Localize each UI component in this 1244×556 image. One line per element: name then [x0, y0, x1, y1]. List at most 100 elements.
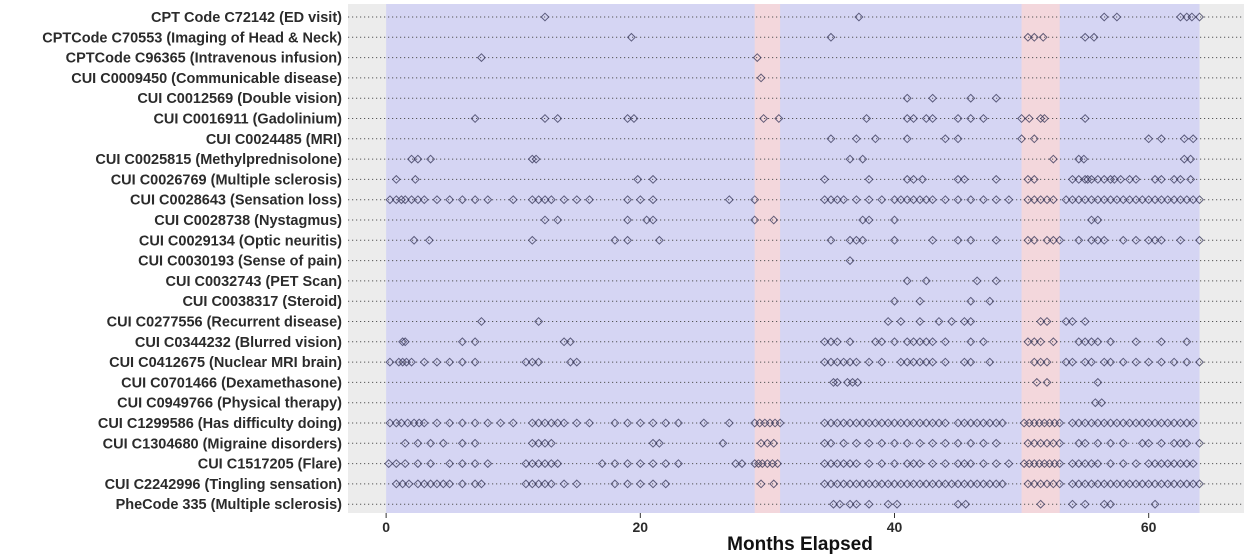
- data-point: [1080, 316, 1090, 327]
- data-point: [1188, 418, 1198, 428]
- data-point: [991, 235, 1001, 245]
- data-point: [845, 479, 855, 489]
- data-point: [1150, 459, 1160, 469]
- data-point: [470, 337, 480, 347]
- data-point: [1086, 337, 1096, 347]
- data-point: [832, 418, 842, 428]
- data-point: [966, 357, 976, 367]
- data-point: [1106, 499, 1116, 509]
- data-point: [756, 479, 766, 489]
- data-point: [534, 459, 544, 469]
- data-point: [1169, 357, 1179, 367]
- data-point: [1169, 418, 1179, 428]
- data-point: [1029, 438, 1039, 448]
- data-point: [1156, 357, 1166, 367]
- data-point: [445, 459, 455, 469]
- data-point: [521, 479, 531, 489]
- y-tick-label: CPTCode C70553 (Imaging of Head & Neck): [42, 30, 342, 46]
- data-point: [1099, 195, 1109, 205]
- data-point: [413, 154, 423, 164]
- data-point: [851, 499, 861, 509]
- data-point: [820, 174, 830, 184]
- x-axis-title: Months Elapsed: [727, 534, 873, 555]
- data-point: [1086, 418, 1096, 428]
- data-point: [1137, 479, 1147, 489]
- data-point: [1118, 357, 1128, 367]
- data-point: [527, 418, 537, 428]
- data-point: [610, 235, 620, 245]
- data-point: [909, 459, 919, 469]
- data-point: [409, 235, 419, 245]
- y-tick-label: CUI C1299586 (Has difficulty doing): [98, 416, 342, 432]
- data-point: [750, 459, 760, 469]
- x-tick-label: 20: [633, 519, 649, 535]
- data-point: [953, 195, 963, 205]
- data-point: [864, 438, 874, 448]
- data-point: [896, 195, 906, 205]
- data-point: [1156, 134, 1166, 144]
- data-point: [483, 195, 493, 205]
- data-point: [553, 418, 563, 428]
- data-point: [476, 316, 486, 327]
- data-point: [1106, 479, 1116, 489]
- data-point: [966, 93, 976, 103]
- data-point: [1029, 479, 1039, 489]
- data-point: [902, 276, 912, 286]
- data-point: [1042, 377, 1052, 387]
- data-point: [1131, 459, 1141, 469]
- data-point: [851, 195, 861, 205]
- data-point: [991, 276, 1001, 286]
- data-point: [419, 357, 429, 367]
- data-point: [404, 479, 414, 489]
- data-point: [699, 418, 709, 428]
- data-point: [858, 418, 868, 428]
- data-point: [1055, 438, 1065, 448]
- data-point: [826, 235, 836, 245]
- data-point: [1144, 357, 1154, 367]
- data-point: [1029, 134, 1039, 144]
- data-point: [870, 479, 880, 489]
- data-point: [724, 418, 734, 428]
- data-point: [1080, 459, 1090, 469]
- data-point: [826, 32, 836, 42]
- data-point: [1195, 12, 1205, 22]
- data-point: [1169, 438, 1179, 448]
- data-point: [991, 479, 1001, 489]
- data-point: [934, 316, 944, 327]
- data-point: [902, 113, 912, 124]
- data-points: [384, 12, 1205, 509]
- data-point: [1029, 337, 1039, 347]
- data-point: [1080, 418, 1090, 428]
- data-point: [966, 479, 976, 489]
- data-point: [457, 195, 467, 205]
- data-point: [909, 113, 919, 124]
- data-point: [928, 357, 938, 367]
- data-point: [1061, 195, 1071, 205]
- data-point: [877, 418, 887, 428]
- data-point: [1048, 337, 1058, 347]
- data-point: [407, 154, 417, 164]
- data-point: [1042, 316, 1052, 327]
- y-tick-label: CUI C0012569 (Double vision): [137, 91, 342, 107]
- data-point: [413, 459, 423, 469]
- data-point: [985, 479, 995, 489]
- data-point: [991, 93, 1001, 103]
- data-point: [534, 438, 544, 448]
- data-point: [1067, 174, 1077, 184]
- data-point: [1150, 499, 1160, 509]
- data-point: [1067, 459, 1077, 469]
- y-tick-label: PheCode 335 (Multiple sclerosis): [116, 497, 343, 513]
- data-point: [1032, 377, 1042, 387]
- data-point: [1093, 377, 1103, 387]
- data-point: [756, 438, 766, 448]
- data-point: [1195, 438, 1205, 448]
- data-point: [1169, 459, 1179, 469]
- data-point: [826, 418, 836, 428]
- data-point: [966, 113, 976, 124]
- data-point: [1150, 479, 1160, 489]
- data-point: [1156, 337, 1166, 347]
- y-tick-label: CUI C0412675 (Nuclear MRI brain): [109, 355, 342, 371]
- data-point: [445, 479, 455, 489]
- data-point: [407, 195, 417, 205]
